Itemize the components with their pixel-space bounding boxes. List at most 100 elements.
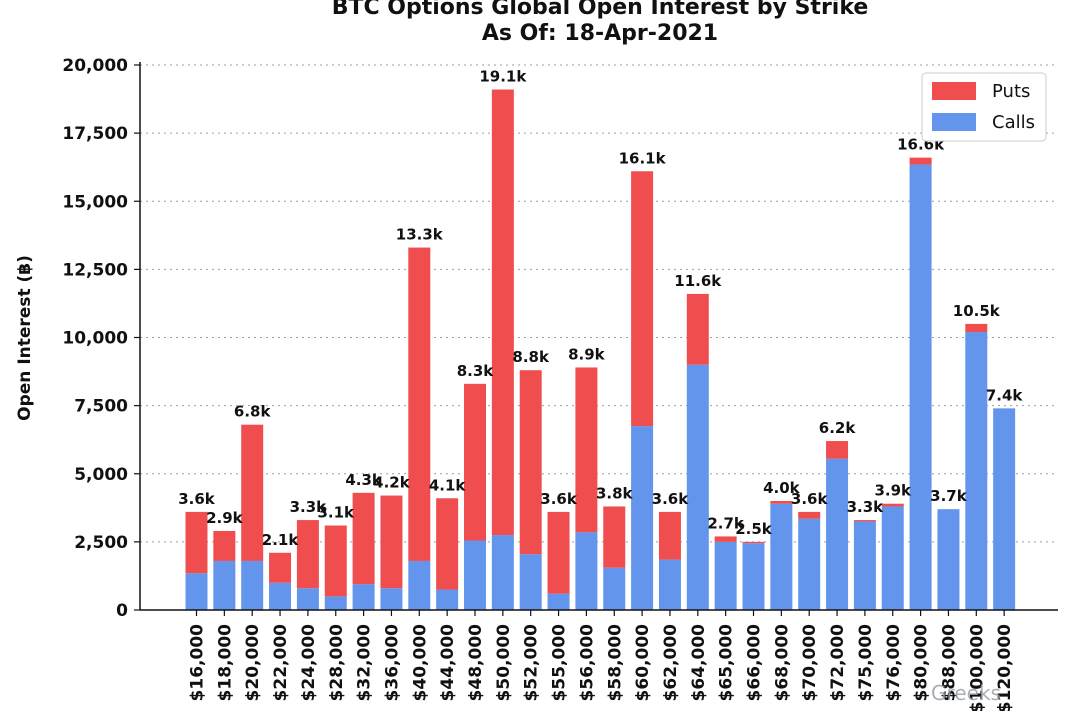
data-label: 3.6k: [540, 490, 578, 508]
x-tick-label: $22,000: [271, 624, 291, 702]
bar-calls: [770, 503, 793, 610]
data-label: 2.7k: [707, 514, 745, 532]
bar-calls: [603, 567, 626, 610]
bar-calls: [352, 584, 375, 610]
bar-calls: [826, 458, 849, 610]
data-label: 3.7k: [930, 487, 968, 505]
x-tick-label: $72,000: [828, 624, 848, 702]
bar-puts: [519, 370, 542, 555]
data-label: 3.9k: [874, 482, 912, 500]
bar-puts: [603, 506, 626, 568]
x-tick-label: $65,000: [717, 624, 737, 702]
x-tick-label: $20,000: [243, 624, 263, 702]
data-label: 13.3k: [396, 226, 444, 244]
bar-calls: [742, 543, 765, 610]
bar-calls: [269, 582, 292, 610]
bar-calls: [213, 560, 236, 610]
x-tick-label: $64,000: [689, 624, 709, 702]
x-tick-label: $24,000: [299, 624, 319, 702]
bar-puts: [770, 501, 793, 504]
data-label: 3.8k: [596, 484, 634, 502]
bar-puts: [853, 520, 876, 522]
bar-calls: [519, 554, 542, 610]
y-tick-label: 7,500: [74, 397, 128, 417]
x-tick-label: $56,000: [577, 624, 597, 702]
bar-puts: [464, 383, 486, 541]
bar-calls: [909, 164, 932, 610]
bar-calls: [575, 532, 598, 610]
bar-puts: [881, 503, 904, 507]
x-tick-label: $55,000: [550, 624, 570, 702]
x-tick-label: $18,000: [215, 624, 235, 702]
x-tick-label: $68,000: [772, 624, 792, 702]
data-label: 10.5k: [953, 302, 1001, 320]
data-label: 8.8k: [512, 348, 550, 366]
bar-puts: [241, 424, 264, 561]
x-tick-label: $50,000: [494, 624, 514, 702]
bar-calls: [881, 506, 904, 610]
bar-calls: [853, 521, 876, 610]
x-axis-ticks: $16,000 $18,000 $20,000 $22,000 $24,000 $28,0…: [188, 610, 1015, 711]
bar-puts: [380, 495, 403, 589]
bar-puts: [213, 530, 236, 561]
bar-calls: [993, 408, 1016, 610]
legend-swatch-puts: [932, 82, 976, 100]
x-tick-label: $28,000: [327, 624, 347, 702]
bar-calls: [798, 518, 821, 610]
data-label: 16.1k: [619, 149, 667, 167]
data-label: 11.6k: [674, 272, 722, 290]
bar-puts: [909, 157, 932, 165]
bar-calls: [380, 588, 403, 610]
x-tick-label: $66,000: [745, 624, 765, 702]
x-tick-label: $44,000: [438, 624, 458, 702]
bar-puts: [658, 511, 681, 560]
watermark: Greeks: [931, 681, 1001, 705]
data-label: 4.2k: [373, 474, 411, 492]
y-tick-label: 17,500: [62, 124, 128, 144]
y-axis-label: Open Interest (฿): [15, 255, 35, 421]
bar-puts: [575, 367, 598, 533]
y-tick-label: 0: [116, 601, 128, 621]
legend-swatch-calls: [932, 113, 976, 131]
data-label: 8.9k: [568, 345, 606, 363]
x-tick-label: $36,000: [382, 624, 402, 702]
bar-calls: [965, 332, 988, 610]
bar-puts: [686, 293, 709, 365]
data-label: 3.6k: [652, 490, 690, 508]
data-label: 19.1k: [479, 68, 527, 86]
x-tick-label: $58,000: [605, 624, 625, 702]
data-label: 6.2k: [819, 419, 857, 437]
data-label: 3.3k: [847, 498, 885, 516]
bar-calls: [185, 573, 208, 610]
bar-calls: [408, 560, 431, 610]
bar-puts: [965, 323, 988, 333]
x-tick-label: $60,000: [633, 624, 653, 702]
bar-calls: [464, 540, 486, 610]
bar-puts: [185, 511, 208, 574]
x-tick-label: $120,000: [995, 624, 1015, 711]
legend-label-puts: Puts: [992, 81, 1030, 102]
x-tick-label: $40,000: [410, 624, 430, 702]
data-label: 3.6k: [178, 490, 216, 508]
data-label: 3.3k: [290, 498, 328, 516]
bar-puts: [714, 536, 737, 542]
x-tick-label: $16,000: [188, 624, 208, 702]
chart-subtitle: As Of: 18-Apr-2021: [482, 21, 718, 46]
data-label: 4.3k: [345, 471, 383, 489]
data-label: 2.1k: [262, 531, 300, 549]
bar-calls: [547, 593, 570, 610]
data-label: 3.1k: [317, 504, 355, 522]
bar-puts: [436, 498, 459, 590]
bar-puts: [491, 89, 514, 536]
data-label: 6.8k: [234, 403, 272, 421]
x-tick-label: $62,000: [661, 624, 681, 702]
data-labels: 3.6k2.9k6.8k2.1k3.3k3.1k4.3k4.2k13.3k4.1…: [178, 68, 1023, 549]
y-tick-label: 15,000: [62, 192, 128, 212]
data-label: 4.0k: [763, 479, 801, 497]
bar-calls: [686, 364, 709, 610]
x-tick-label: $88,000: [939, 624, 959, 702]
bar-calls: [658, 559, 681, 610]
bar-puts: [798, 511, 821, 519]
x-tick-label: $75,000: [856, 624, 876, 702]
data-label: 8.3k: [457, 362, 495, 380]
